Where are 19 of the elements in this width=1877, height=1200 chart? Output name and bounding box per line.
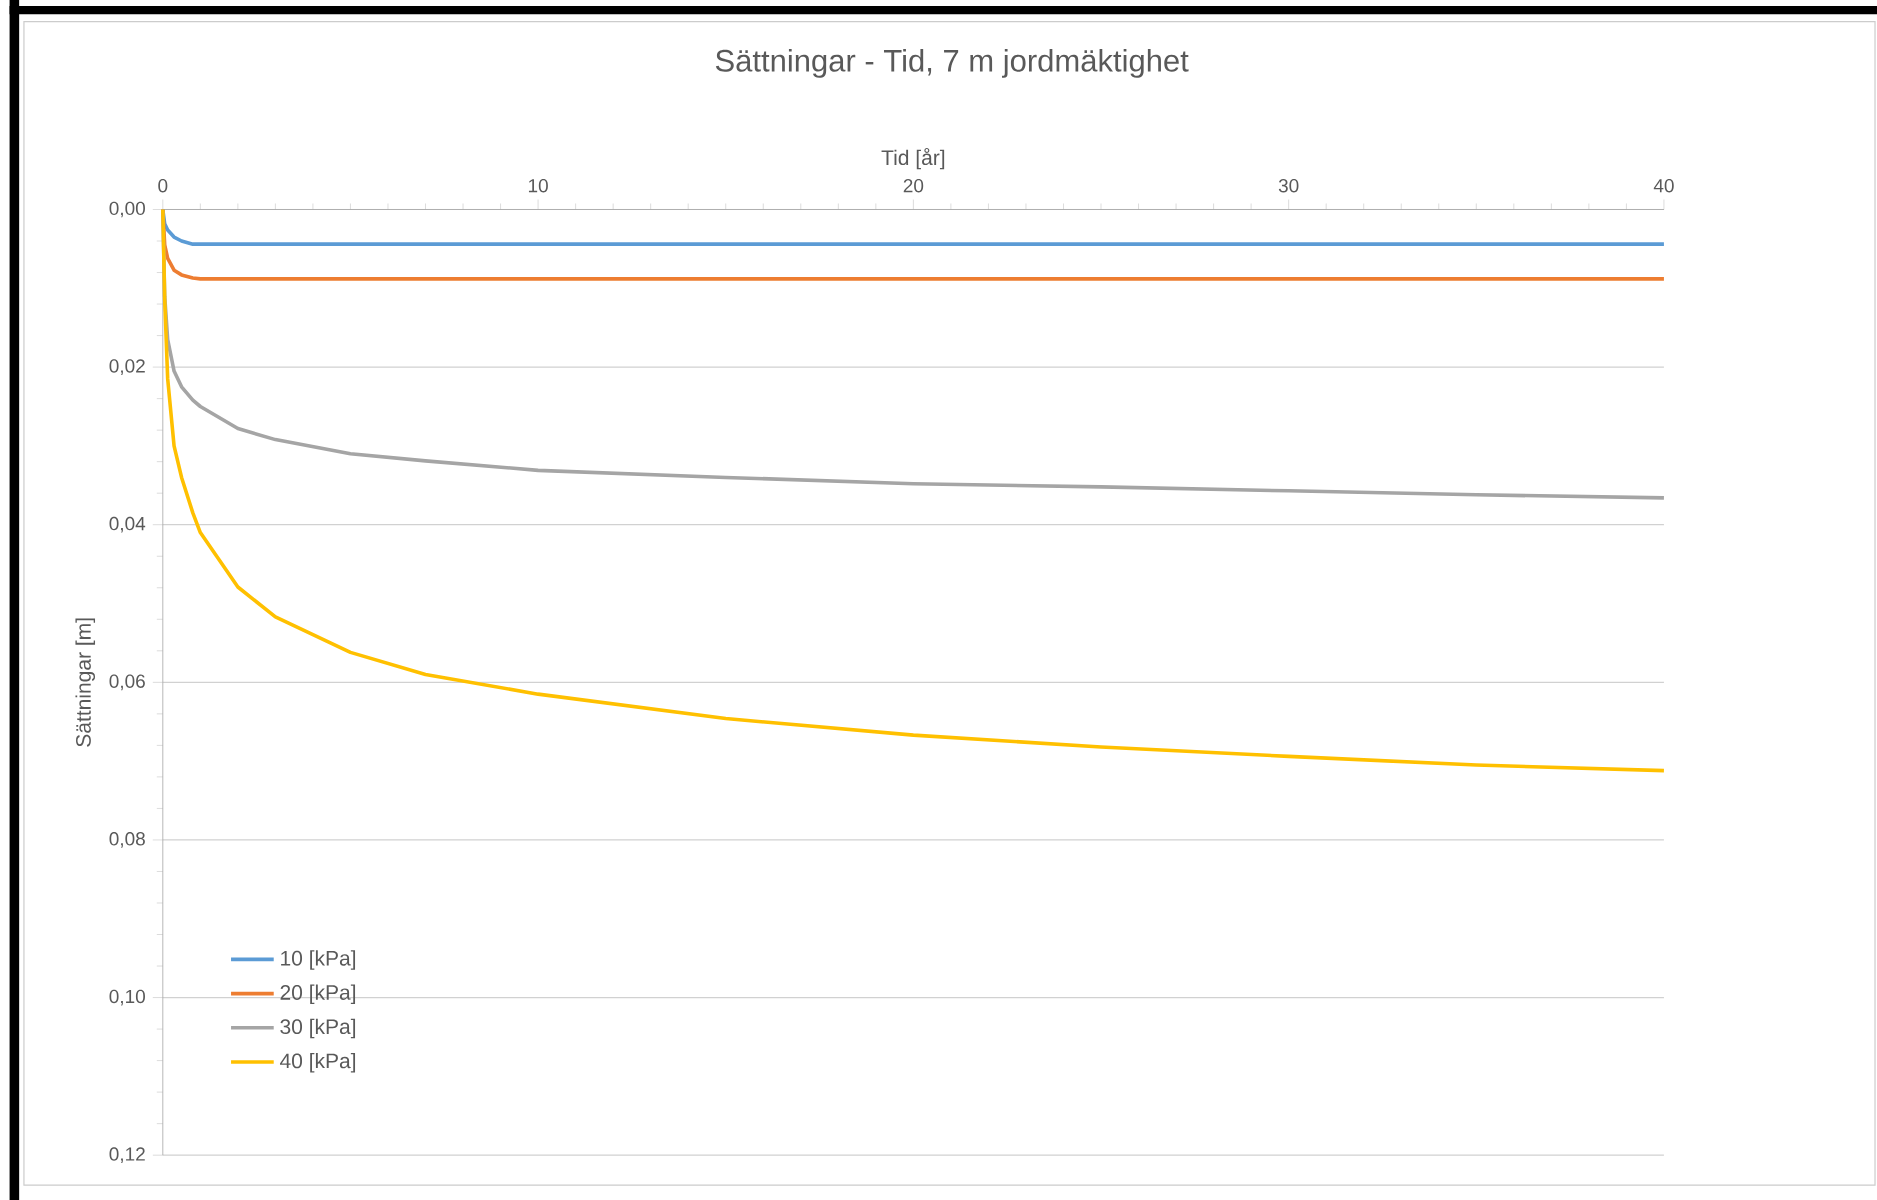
x-tick-label: 0: [158, 178, 168, 193]
legend-label: 10 [kPa]: [281, 950, 356, 970]
legend-label: 20 [kPa]: [280, 984, 356, 1005]
x-tick-label: 20: [903, 178, 924, 193]
x-tick-label: 40: [1653, 178, 1674, 193]
legend-label: 30 [kPa]: [280, 1018, 356, 1039]
y-tick-label: 0,00: [109, 201, 145, 218]
y-tick-label: 0,02: [109, 359, 145, 375]
x-tick-label: 10: [528, 178, 548, 193]
y-axis-title: Sättningar [m]: [75, 618, 96, 747]
y-tick-label: 0,04: [109, 516, 146, 533]
legend-label: 40 [kPa]: [279, 1052, 356, 1073]
y-tick-label: 0,06: [109, 674, 145, 691]
chart-title: Sättningar - Tid, 7 m jordmäktighet: [715, 48, 1189, 78]
y-tick-label: 0,10: [109, 989, 145, 1006]
y-tick-label: 0,12: [109, 1147, 145, 1164]
x-tick-label: 30: [1278, 178, 1299, 193]
y-tick-label: 0,08: [109, 832, 145, 848]
x-axis-title: Tid [år]: [881, 147, 945, 170]
